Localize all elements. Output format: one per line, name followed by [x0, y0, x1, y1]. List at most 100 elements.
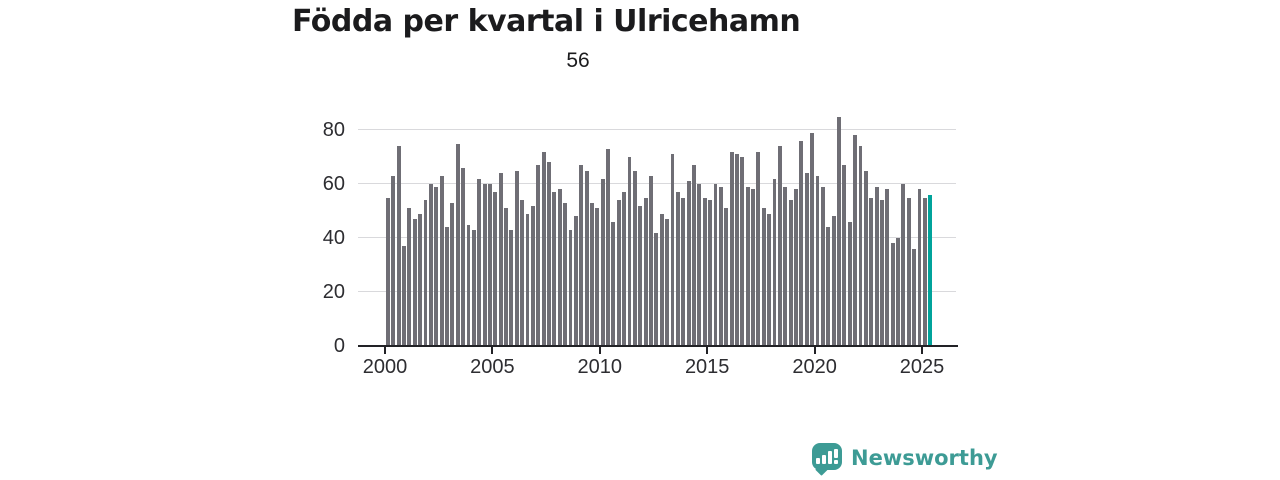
- gridline: [358, 129, 956, 130]
- bar: [842, 165, 847, 346]
- bar: [434, 186, 439, 346]
- bar: [520, 200, 525, 346]
- bar: [487, 184, 492, 346]
- bar: [595, 208, 600, 346]
- bar: [552, 192, 557, 346]
- bar: [482, 184, 487, 346]
- bar: [761, 208, 766, 346]
- bar: [675, 192, 680, 346]
- bar: [563, 202, 568, 346]
- bar: [724, 208, 729, 346]
- x-axis-tick: [384, 347, 386, 354]
- bar: [692, 165, 696, 346]
- bar: [745, 186, 750, 346]
- x-axis-tick: [491, 347, 494, 354]
- bar: [847, 221, 852, 346]
- bar: [837, 116, 841, 346]
- bar: [412, 219, 417, 346]
- bar: [402, 246, 406, 346]
- x-axis-tick-label: 2000: [362, 356, 408, 378]
- bar: [820, 186, 825, 346]
- bar: [461, 167, 466, 346]
- bar: [504, 208, 508, 346]
- bar: [858, 146, 863, 346]
- bar: [788, 200, 793, 346]
- x-axis-tick: [921, 347, 923, 354]
- bar: [896, 238, 900, 346]
- bar: [777, 146, 782, 346]
- bar: [810, 132, 815, 346]
- bar: [557, 189, 562, 346]
- page-title: Födda per kvartal i Ulricehamn: [292, 4, 801, 39]
- bar: [713, 184, 718, 346]
- bar: [547, 162, 551, 346]
- x-axis-tick: [813, 347, 816, 354]
- x-axis-tick: [706, 347, 709, 354]
- highlighted-bar: [928, 194, 933, 346]
- bar: [407, 208, 412, 346]
- y-axis-tick-label: 20: [322, 281, 345, 303]
- x-axis-tick-label: 2005: [470, 356, 515, 378]
- bar: [826, 227, 831, 346]
- y-axis-tick-label: 60: [322, 173, 345, 195]
- bar: [831, 216, 836, 346]
- bar: [718, 186, 723, 346]
- bar: [756, 151, 761, 346]
- bar: [767, 213, 772, 346]
- bar: [708, 200, 713, 346]
- bar: [498, 173, 503, 346]
- bar: [530, 205, 535, 346]
- x-axis-tick-label: 2015: [684, 356, 730, 378]
- bar: [439, 175, 444, 346]
- bar: [541, 151, 546, 346]
- bar: [681, 197, 686, 346]
- bar: [659, 213, 664, 346]
- bar: [606, 148, 610, 346]
- bar: [450, 202, 455, 346]
- bar: [804, 173, 809, 346]
- bar: [643, 197, 648, 346]
- y-axis-tick-label: 0: [333, 335, 345, 357]
- bar: [665, 219, 670, 346]
- x-axis-tick-label: 2020: [792, 356, 837, 378]
- bar: [391, 175, 396, 346]
- bar: [509, 229, 514, 346]
- bar: [568, 229, 573, 346]
- logo-text: Newsworthy: [851, 446, 998, 470]
- bar: [573, 216, 578, 346]
- bar: [649, 175, 653, 346]
- bar: [396, 146, 401, 346]
- bar: [611, 221, 616, 346]
- bar: [686, 181, 691, 346]
- bar: [885, 189, 890, 346]
- bar: [600, 178, 605, 346]
- bar: [471, 229, 476, 346]
- y-axis-tick-label: 40: [322, 227, 345, 249]
- y-axis-tick-label: 80: [322, 119, 345, 141]
- bar: [622, 192, 627, 346]
- bar: [514, 170, 519, 346]
- bar: [735, 154, 739, 346]
- bar: [670, 154, 675, 346]
- newsworthy-logo[interactable]: Newsworthy: [812, 443, 998, 476]
- bar: [616, 200, 621, 346]
- bar: [751, 189, 755, 346]
- bar: [901, 184, 906, 346]
- x-axis-tick: [598, 347, 601, 354]
- highlight-value-label: 56: [566, 49, 590, 72]
- bar: [493, 192, 498, 346]
- bar: [525, 213, 530, 346]
- x-axis-line: [358, 345, 958, 347]
- gridline: [358, 183, 956, 184]
- x-axis-tick-label: 2010: [577, 356, 623, 378]
- bar: [740, 157, 745, 346]
- bar: [590, 202, 594, 346]
- bar: [466, 224, 471, 346]
- bar: [584, 170, 589, 346]
- bar: [654, 232, 659, 346]
- bar: [783, 186, 788, 346]
- x-axis-tick-label: 2025: [899, 356, 945, 378]
- bar: [853, 135, 858, 346]
- bar: [906, 197, 911, 346]
- bar: [385, 197, 390, 346]
